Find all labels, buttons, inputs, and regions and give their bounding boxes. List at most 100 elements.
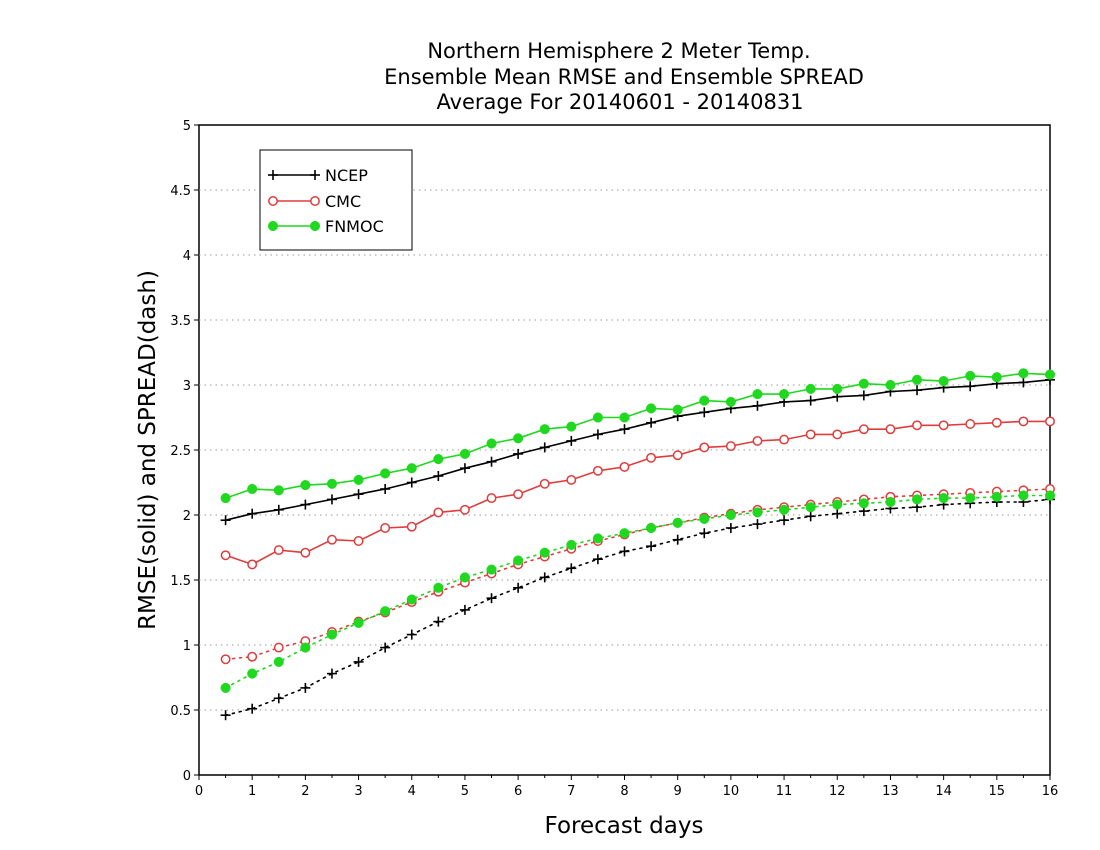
rmse-line-fnmoc (225, 372, 1051, 499)
rmse-point-fnmoc (805, 383, 816, 394)
rmse-point-cmc (513, 489, 524, 500)
x-tick-label: 13 (882, 784, 899, 799)
rmse-point-fnmoc (646, 403, 657, 414)
y-tick-label: 1.5 (170, 574, 191, 589)
y-tick-label: 4 (183, 249, 191, 264)
rmse-point-ncep (592, 429, 603, 440)
rmse-line-cmc (225, 420, 1050, 566)
spread-point-fnmoc (779, 504, 790, 515)
spread-point-fnmoc (406, 594, 417, 605)
rmse-point-ncep (380, 484, 391, 494)
rmse-point-cmc (247, 559, 258, 570)
rmse-point-ncep (273, 504, 284, 515)
y-tick-label: 2 (183, 509, 191, 524)
rmse-point-cmc (220, 550, 231, 561)
spread-point-fnmoc (858, 498, 869, 509)
spread-line-fnmoc (224, 494, 1051, 689)
rmse-point-fnmoc (406, 463, 417, 474)
rmse-point-ncep (433, 471, 444, 481)
y-tick-label: 0.5 (170, 704, 191, 719)
spread-point-fnmoc (273, 656, 284, 667)
spread-point-ncep (672, 534, 683, 545)
x-tick-label: 11 (776, 784, 793, 799)
rmse-point-fnmoc (1018, 368, 1029, 379)
rmse-point-fnmoc (459, 448, 470, 459)
x-tick-label: 5 (461, 784, 469, 799)
legend-marker-ncep (268, 170, 278, 180)
spread-point-ncep (459, 604, 470, 615)
spread-point-fnmoc (646, 522, 657, 534)
rmse-point-cmc (327, 534, 337, 545)
rmse-point-cmc (300, 547, 311, 558)
spread-point-fnmoc (486, 564, 497, 575)
chart-title-line-3: Average For 20140601 - 20140831 (436, 90, 803, 114)
legend-marker-fnmoc (267, 220, 279, 232)
rmse-point-fnmoc (991, 372, 1002, 383)
spread-point-ncep (486, 593, 497, 604)
y-tick-label: 5 (183, 119, 191, 134)
rmse-point-ncep (965, 381, 976, 392)
rmse-point-ncep (326, 494, 337, 505)
spread-point-fnmoc (991, 491, 1002, 502)
rmse-point-fnmoc (619, 412, 630, 423)
rmse-point-cmc (991, 417, 1002, 428)
spread-point-fnmoc (938, 493, 949, 504)
axis-ticks: 00.511.522.533.544.550 1 2 3 4 5 6 7 8 9 10 11 12 13 1… (170, 119, 1058, 799)
rmse-point-ncep (220, 515, 231, 526)
legend-label-ncep: NCEP (325, 166, 368, 185)
rmse-point-fnmoc (486, 438, 497, 449)
rmse-point-ncep (752, 400, 763, 411)
legend-marker-ncep (310, 170, 320, 180)
series-layer (220, 368, 1056, 721)
spread-point-fnmoc (911, 494, 923, 505)
rmse-point-fnmoc (300, 480, 311, 491)
grid-lines (199, 189, 1050, 711)
x-axis-label: Forecast days (545, 813, 704, 839)
spread-point-fnmoc (592, 533, 603, 544)
y-tick-label: 0 (183, 769, 191, 784)
legend-marker-cmc (268, 196, 278, 206)
spread-point-cmc (273, 642, 284, 653)
legend-label-fnmoc: FNMOC (325, 217, 384, 236)
spread-point-ncep (380, 642, 391, 653)
spread-point-fnmoc (1018, 490, 1029, 501)
spread-point-fnmoc (566, 539, 577, 550)
rmse-point-ncep (353, 489, 364, 500)
spread-point-fnmoc (380, 606, 391, 617)
spread-point-fnmoc (699, 513, 710, 524)
spread-point-ncep (566, 563, 577, 574)
spread-point-fnmoc (247, 668, 258, 679)
x-tick-label: 1 (248, 784, 256, 799)
x-tick-label: 9 (674, 784, 682, 799)
rmse-point-ncep (646, 417, 657, 428)
rmse-point-cmc (273, 545, 284, 556)
series-fnmoc (220, 368, 1056, 693)
rmse-point-fnmoc (539, 424, 550, 435)
rmse-point-fnmoc (380, 468, 391, 479)
rmse-point-ncep (247, 508, 258, 519)
spread-line-ncep (224, 498, 1051, 717)
rmse-point-cmc (699, 442, 710, 453)
x-tick-label: 14 (935, 784, 952, 799)
spread-point-ncep (513, 582, 524, 593)
rmse-point-fnmoc (885, 379, 896, 391)
x-tick-label: 6 (514, 784, 522, 799)
x-tick-label: 7 (567, 784, 575, 799)
x-tick-label: 10 (723, 784, 740, 799)
spread-point-ncep (326, 668, 337, 679)
spread-point-ncep (539, 572, 550, 583)
rmse-point-cmc (539, 478, 550, 489)
spread-point-ncep (300, 682, 311, 693)
rmse-point-ncep (912, 385, 923, 396)
spread-point-cmc (220, 654, 231, 665)
rmse-point-ncep (699, 407, 710, 418)
spread-point-ncep (273, 693, 284, 704)
rmse-point-cmc (1045, 416, 1055, 427)
chart-title-line-1: Northern Hemisphere 2 Meter Temp. (427, 39, 810, 63)
spread-point-fnmoc (459, 572, 470, 583)
spread-point-fnmoc (619, 528, 630, 539)
spread-point-ncep (406, 629, 417, 640)
rmse-point-cmc (353, 536, 364, 546)
rmse-point-fnmoc (513, 433, 524, 444)
rmse-point-cmc (459, 504, 470, 515)
